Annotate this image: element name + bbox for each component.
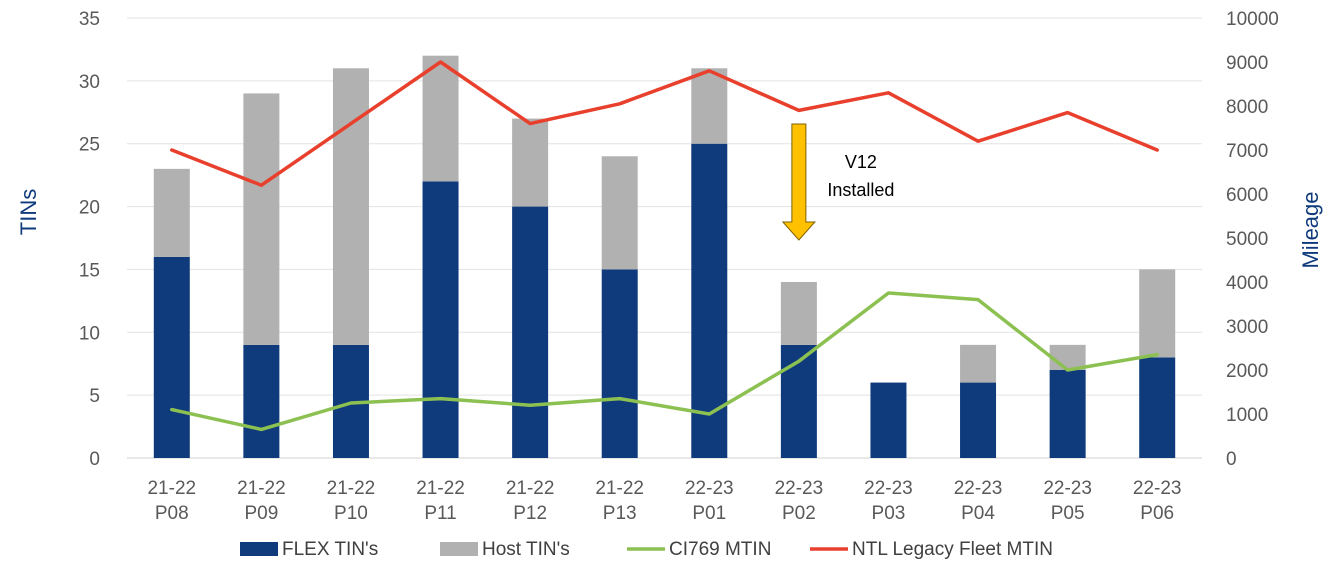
bar-host-tin-s — [332, 68, 369, 345]
legend: FLEX TIN's Host TIN's CI769 MTIN NTL Legacy… — [240, 539, 1053, 560]
legend-label-ci769-mtin: CI769 MTIN — [669, 539, 771, 560]
right-tick-label: 1000 — [1226, 405, 1268, 426]
gridlines — [127, 17, 1202, 459]
x-tick-label: 21-22 — [506, 478, 555, 499]
bar-flex-tin-s — [870, 382, 907, 458]
x-tick-label: 22-23 — [864, 478, 913, 499]
left-tick-label: 15 — [79, 260, 100, 281]
x-tick-label: 22-23 — [1043, 478, 1092, 499]
down-arrow-icon — [781, 123, 816, 241]
x-tick-label: P08 — [155, 503, 189, 524]
left-axis-title: TINs — [16, 189, 41, 235]
right-axis-ticks: 0 1000 2000 3000 4000 5000 6000 7000 8000 9000 100… — [1226, 9, 1279, 470]
x-tick-label: P13 — [603, 503, 637, 524]
right-tick-label: 9000 — [1226, 53, 1268, 74]
x-tick-label: 22-23 — [1133, 478, 1182, 499]
right-tick-label: 7000 — [1226, 141, 1268, 162]
bar-host-tin-s — [512, 118, 549, 207]
right-tick-label: 4000 — [1226, 273, 1268, 294]
bar-flex-tin-s — [1049, 370, 1086, 458]
bar-host-tin-s — [601, 156, 638, 270]
left-tick-label: 5 — [89, 386, 100, 407]
line-ntl-legacy-fleet-mtin — [170, 60, 1159, 187]
x-tick-label: 21-22 — [147, 478, 196, 499]
x-tick-label: P01 — [692, 503, 726, 524]
x-tick-label: 22-23 — [775, 478, 824, 499]
x-tick-label: P03 — [872, 503, 906, 524]
left-tick-label: 25 — [79, 135, 100, 156]
x-tick-label: P09 — [244, 503, 278, 524]
bar-host-tin-s — [960, 344, 997, 383]
x-tick-label: P11 — [424, 503, 456, 524]
left-tick-label: 0 — [89, 449, 100, 470]
bar-flex-tin-s — [512, 206, 549, 458]
x-tick-label: 21-22 — [237, 478, 286, 499]
bar-host-tin-s — [153, 168, 190, 257]
left-tick-label: 35 — [79, 9, 100, 30]
bar-host-tin-s — [691, 68, 728, 144]
x-tick-label: P12 — [513, 503, 547, 524]
bar-host-tin-s — [422, 55, 459, 182]
bar-host-tin-s — [780, 282, 817, 345]
legend-label-flex-tin-s: FLEX TIN's — [282, 539, 378, 560]
bar-flex-tin-s — [960, 382, 997, 458]
x-tick-label: 21-22 — [327, 478, 376, 499]
right-tick-label: 3000 — [1226, 317, 1268, 338]
legend-label-host-tin-s: Host TIN's — [482, 539, 570, 560]
bar-flex-tin-s — [153, 256, 190, 458]
v12-annotation: V12 Installed — [781, 123, 894, 241]
bar-flex-tin-s — [601, 269, 638, 458]
bars — [153, 55, 1176, 458]
x-axis-ticks: 21-22 P08 21-22 P09 21-22 P10 21-22 P11 21-22 P12… — [147, 478, 1181, 524]
line-ci769-mtin — [170, 291, 1159, 432]
right-tick-label: 10000 — [1226, 9, 1279, 30]
bar-flex-tin-s — [422, 181, 459, 458]
right-tick-label: 6000 — [1226, 185, 1268, 206]
bar-host-tin-s — [1139, 269, 1176, 358]
x-tick-label: 21-22 — [416, 478, 465, 499]
bar-flex-tin-s — [243, 344, 280, 458]
x-tick-label: P10 — [334, 503, 368, 524]
x-tick-label: 22-23 — [685, 478, 734, 499]
bar-host-tin-s — [1049, 344, 1086, 370]
annotation-line-1: V12 — [845, 152, 877, 172]
bar-host-tin-s — [243, 93, 280, 345]
x-tick-label: P06 — [1140, 503, 1174, 524]
annotation-line-2: Installed — [827, 180, 894, 200]
legend-swatch-host-tin-s — [440, 542, 478, 556]
right-tick-label: 2000 — [1226, 361, 1268, 382]
left-tick-label: 10 — [79, 323, 100, 344]
x-tick-label: P02 — [782, 503, 816, 524]
left-axis-ticks: 0 5 10 15 20 25 30 35 — [79, 9, 100, 470]
x-tick-label: P04 — [961, 503, 995, 524]
x-tick-label: P05 — [1051, 503, 1085, 524]
series-lines — [170, 60, 1159, 432]
x-tick-label: 22-23 — [954, 478, 1003, 499]
left-tick-label: 20 — [79, 198, 100, 219]
bar-flex-tin-s — [780, 344, 817, 458]
right-tick-label: 0 — [1226, 449, 1237, 470]
bar-flex-tin-s — [1139, 357, 1176, 458]
right-axis-title: Mileage — [1298, 191, 1323, 268]
right-tick-label: 5000 — [1226, 229, 1268, 250]
left-tick-label: 30 — [79, 72, 100, 93]
right-tick-label: 8000 — [1226, 97, 1268, 118]
x-tick-label: 21-22 — [595, 478, 644, 499]
legend-swatch-flex-tin-s — [240, 542, 278, 556]
legend-label-ntl-legacy-fleet-mtin: NTL Legacy Fleet MTIN — [852, 539, 1053, 560]
